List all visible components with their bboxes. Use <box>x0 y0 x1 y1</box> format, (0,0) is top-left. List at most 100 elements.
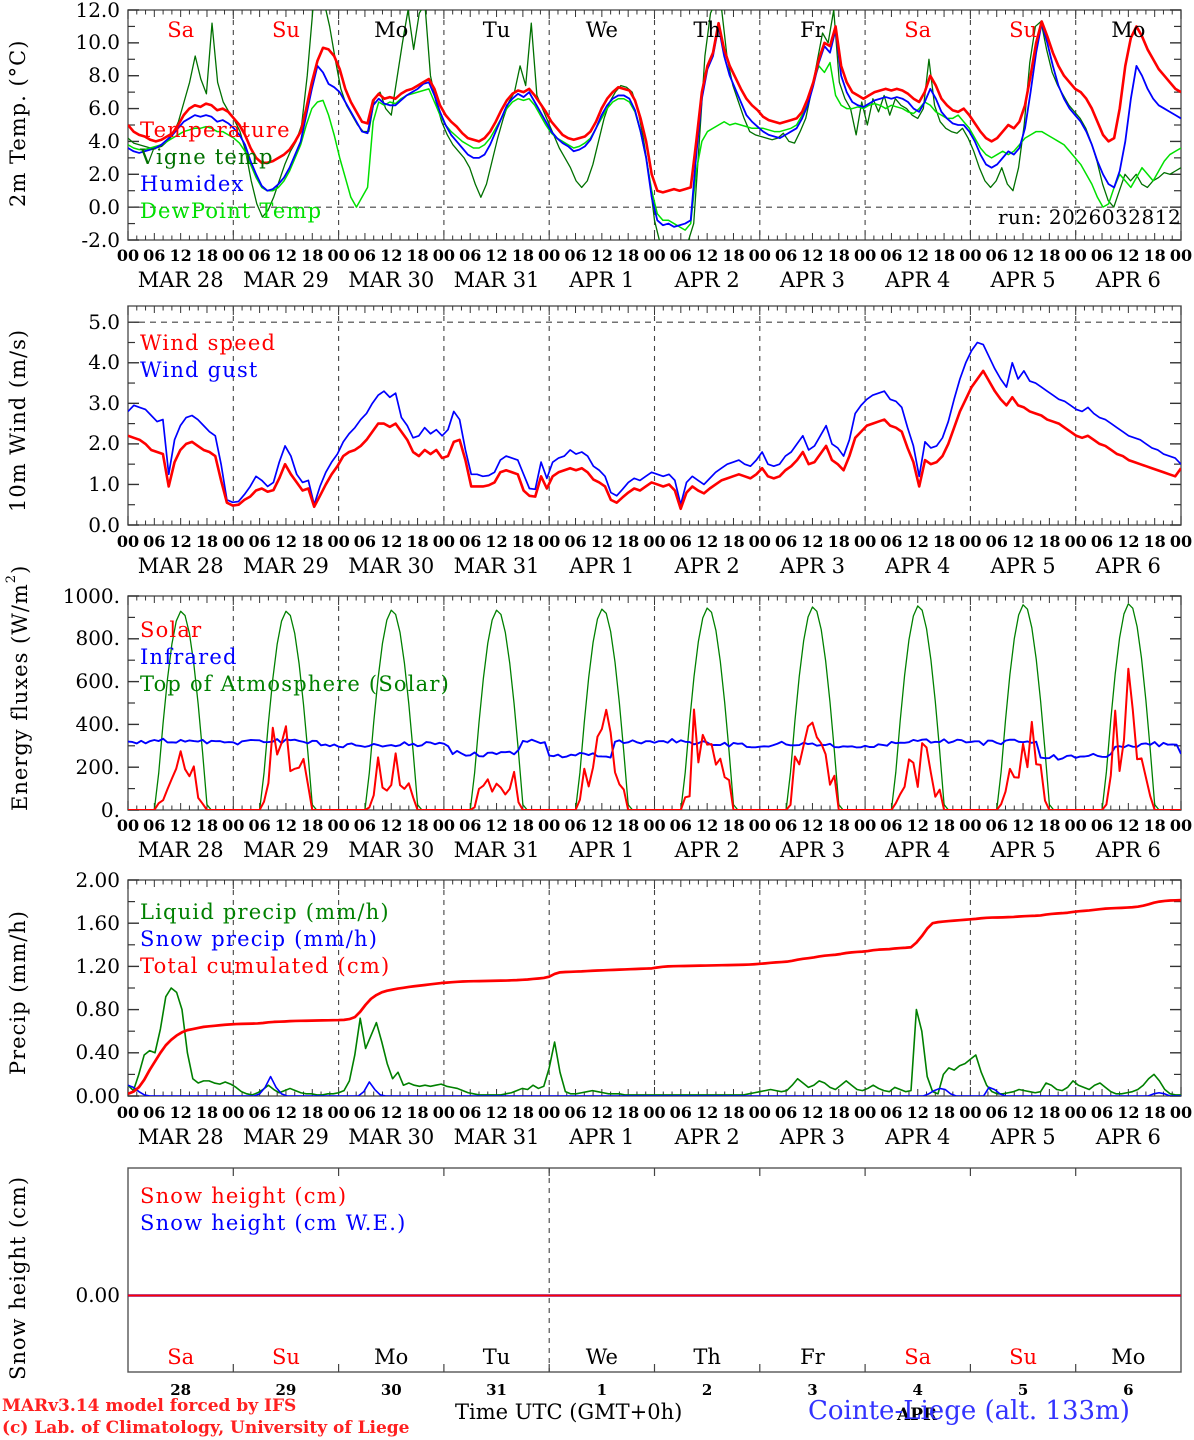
hour-tick-label: 00 <box>327 1103 350 1122</box>
legend-entry-snow-height-cm-w-e: Snow height (cm W.E.) <box>140 1211 407 1235</box>
hour-tick-label: 18 <box>406 816 429 835</box>
footer-copyright-line: (c) Lab. of Climatology, University of L… <box>2 1418 410 1438</box>
bottom-day-name: Th <box>693 1345 721 1369</box>
day-name-label: We <box>585 18 618 42</box>
hour-tick-label: 06 <box>880 816 903 835</box>
hour-tick-label: 18 <box>511 816 534 835</box>
date-label: MAR 30 <box>348 1125 435 1149</box>
legend-entry-snow-precip-mm-h: Snow precip (mm/h) <box>140 927 379 951</box>
hour-tick-label: 18 <box>827 816 850 835</box>
y-tick-label: 1000. <box>62 583 120 608</box>
hour-tick-label: 06 <box>880 1103 903 1122</box>
bottom-day-number: 6 <box>1123 1381 1134 1399</box>
hour-tick-label: 18 <box>1143 1103 1166 1122</box>
date-label: MAR 31 <box>453 1125 540 1149</box>
hour-tick-label: 00 <box>222 246 245 265</box>
hour-tick-label: 18 <box>406 1103 429 1122</box>
bottom-day-number: 31 <box>486 1381 507 1399</box>
date-label: APR 6 <box>1095 268 1161 292</box>
hour-tick-label: 18 <box>827 246 850 265</box>
hour-tick-label: 18 <box>1143 532 1166 551</box>
hour-tick-label: 12 <box>801 816 824 835</box>
date-label: MAR 30 <box>348 268 435 292</box>
hour-tick-label: 00 <box>1064 816 1087 835</box>
bottom-day-name: Mo <box>1111 1345 1146 1369</box>
panel-wind: 10m Wind (m/s) 0.0 1.0 2.0 3.0 4.0 5.0 00 06 12… <box>0 298 1194 588</box>
y-tick-label: 2.00 <box>75 867 120 892</box>
hour-tick-label: 06 <box>985 246 1008 265</box>
date-label: MAR 29 <box>242 1125 329 1149</box>
hour-tick-label: 00 <box>432 532 456 551</box>
date-label: APR 5 <box>990 268 1056 292</box>
hour-tick-label: 00 <box>853 816 877 835</box>
bottom-day-number: 3 <box>807 1381 818 1399</box>
hour-tick-label: 00 <box>538 246 561 265</box>
hour-tick-label: 06 <box>774 816 798 835</box>
hour-tick-label: 18 <box>301 816 324 835</box>
hour-tick-label: 12 <box>485 816 508 835</box>
hour-tick-label: 12 <box>169 532 192 551</box>
date-label: APR 4 <box>885 838 951 862</box>
hour-tick-label: 00 <box>1169 532 1193 551</box>
hour-tick-label: 06 <box>669 246 692 265</box>
hour-tick-label: 12 <box>380 1103 403 1122</box>
date-label: APR 3 <box>779 554 846 578</box>
hour-tick-label: 06 <box>1090 532 1114 551</box>
hour-tick-label: 00 <box>116 532 140 551</box>
hour-tick-label: 06 <box>143 532 166 551</box>
hour-tick-label: 06 <box>353 532 377 551</box>
hour-tick-label: 12 <box>696 1103 719 1122</box>
hour-tick-label: 00 <box>959 246 982 265</box>
hour-tick-label: 18 <box>1038 532 1061 551</box>
energy-plot <box>127 595 1182 811</box>
legend-entry-total-cumulated-cm: Total cumulated (cm) <box>140 954 391 978</box>
hour-tick-label: 12 <box>1011 816 1035 835</box>
bottom-day-number: 5 <box>1017 1381 1029 1399</box>
hour-tick-label: 18 <box>617 532 640 551</box>
bottom-day-name: Su <box>1009 1345 1037 1369</box>
date-label: MAR 31 <box>453 554 540 578</box>
hour-tick-label: 00 <box>748 1103 771 1122</box>
hour-tick-label: 00 <box>643 532 666 551</box>
hour-tick-label: 12 <box>1117 1103 1140 1122</box>
hour-tick-label: 12 <box>590 246 613 265</box>
hour-tick-label: 12 <box>801 532 824 551</box>
hour-tick-label: 18 <box>1038 246 1061 265</box>
hour-tick-label: 00 <box>643 816 666 835</box>
date-label: MAR 29 <box>242 838 329 862</box>
hour-tick-label: 00 <box>222 532 245 551</box>
date-label: APR 6 <box>1095 1125 1161 1149</box>
hour-tick-label: 12 <box>906 246 929 265</box>
date-label: APR 5 <box>990 838 1056 862</box>
bottom-day-number: 4 <box>912 1381 923 1399</box>
y-tick-label: 1.0 <box>88 472 120 497</box>
date-label: APR 2 <box>674 838 740 862</box>
footer-model-line: MARv3.14 model forced by IFS <box>2 1396 297 1416</box>
hour-tick-label: 00 <box>327 246 350 265</box>
hour-tick-label: 18 <box>932 532 956 551</box>
hour-tick-label: 12 <box>1117 246 1140 265</box>
date-label: APR 6 <box>1095 838 1161 862</box>
hour-tick-label: 00 <box>1064 532 1087 551</box>
hour-tick-label: 06 <box>143 246 166 265</box>
legend-entry-vigne-temp: Vigne temp <box>140 145 274 169</box>
footer-station-label: Cointe-Liege (alt. 133m) <box>808 1396 1130 1426</box>
hour-tick-label: 00 <box>432 246 456 265</box>
legend-entry-wind-speed: Wind speed <box>140 331 277 355</box>
date-label: APR 1 <box>569 268 635 292</box>
bottom-day-name: Sa <box>167 1345 195 1369</box>
hour-tick-label: 12 <box>801 246 824 265</box>
bottom-day-number: 2 <box>701 1381 713 1399</box>
y-tick-label: 800. <box>75 626 120 651</box>
y-tick-label: 4.0 <box>88 350 120 375</box>
hour-tick-label: 18 <box>195 532 219 551</box>
bottom-day-number: 28 <box>170 1381 192 1399</box>
legend-entry-wind-gust: Wind gust <box>140 358 259 382</box>
hour-tick-label: 00 <box>1169 1103 1193 1122</box>
day-name-label: Su <box>271 18 300 42</box>
legend-entry-humidex: Humidex <box>140 172 245 196</box>
hour-tick-label: 18 <box>1038 1103 1061 1122</box>
hour-tick-label: 18 <box>406 246 429 265</box>
hour-tick-label: 12 <box>696 816 719 835</box>
y-tick-label: 600. <box>75 669 120 694</box>
